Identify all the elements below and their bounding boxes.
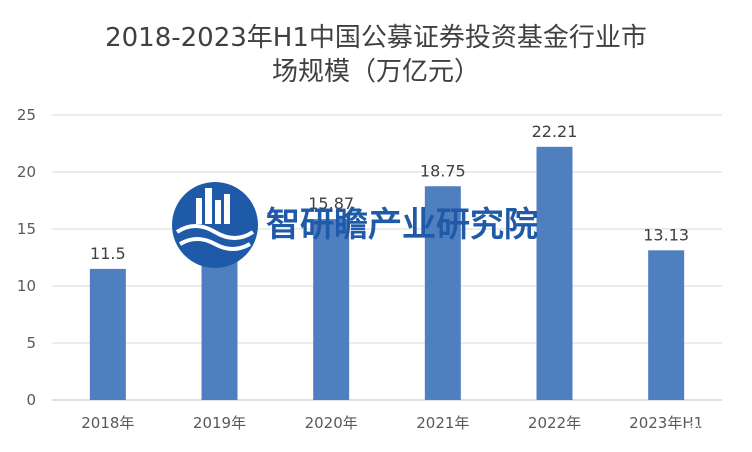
y-tick-label: 5 <box>26 334 36 352</box>
y-tick-label: 15 <box>17 220 36 238</box>
x-tick-label: 2019年 <box>193 414 246 432</box>
bar-4 <box>536 146 573 400</box>
y-axis-ticks: 0 5 10 15 20 25 <box>17 106 36 409</box>
y-tick-label: 20 <box>17 163 36 181</box>
x-tick-label: 2020年 <box>305 414 358 432</box>
watermark-logo-icon <box>172 182 258 268</box>
bars <box>89 146 685 400</box>
bar-5 <box>648 250 685 400</box>
y-tick-label: 10 <box>17 277 36 295</box>
chart-title-line-1: 2018-2023年H1中国公募证券投资基金行业市 <box>105 23 647 53</box>
x-tick-label: 2023年H1 <box>629 414 703 432</box>
x-tick-label: 2022年 <box>528 414 581 432</box>
x-tick-label: 2018年 <box>81 414 134 432</box>
y-tick-label: 25 <box>17 106 36 124</box>
gridlines <box>52 114 722 401</box>
data-label: 18.75 <box>420 161 466 180</box>
chart-title-line-2: 场规模（万亿元） <box>272 57 480 87</box>
bar-0 <box>89 268 126 400</box>
watermark: 智研瞻产业研究院 <box>172 182 538 268</box>
data-label: 11.5 <box>90 244 126 263</box>
x-tick-label: 2021年 <box>416 414 469 432</box>
data-label: 13.13 <box>643 225 689 244</box>
data-labels: 11.5 15.87 18.75 22.21 13.13 <box>90 122 689 263</box>
data-label: 15.87 <box>308 194 354 213</box>
data-label: 22.21 <box>532 122 578 141</box>
y-tick-label: 0 <box>26 391 36 409</box>
bar-3 <box>424 186 461 400</box>
watermark-corner-text: @智研瞻 <box>685 419 745 437</box>
bar-2 <box>313 219 350 400</box>
x-axis-ticks: 2018年 2019年 2020年 2021年 2022年 2023年H1 <box>81 414 703 432</box>
watermark-text: 智研瞻产业研究院 <box>266 205 538 245</box>
